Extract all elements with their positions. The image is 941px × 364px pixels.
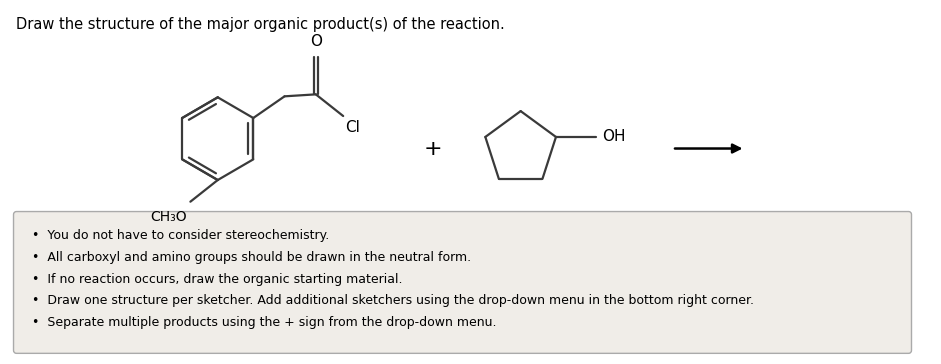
Text: •  Separate multiple products using the + sign from the drop-down menu.: • Separate multiple products using the +… bbox=[32, 316, 497, 329]
Text: Draw the structure of the major organic product(s) of the reaction.: Draw the structure of the major organic … bbox=[16, 17, 505, 32]
FancyBboxPatch shape bbox=[13, 211, 912, 353]
Text: •  Draw one structure per sketcher. Add additional sketchers using the drop-down: • Draw one structure per sketcher. Add a… bbox=[32, 294, 754, 307]
Text: •  If no reaction occurs, draw the organic starting material.: • If no reaction occurs, draw the organi… bbox=[32, 273, 403, 286]
Text: O: O bbox=[310, 34, 322, 49]
Text: +: + bbox=[423, 139, 442, 158]
Text: •  All carboxyl and amino groups should be drawn in the neutral form.: • All carboxyl and amino groups should b… bbox=[32, 251, 471, 264]
Text: OH: OH bbox=[602, 130, 626, 145]
Text: •  You do not have to consider stereochemistry.: • You do not have to consider stereochem… bbox=[32, 229, 329, 242]
Text: Cl: Cl bbox=[345, 120, 360, 135]
Text: CH₃O: CH₃O bbox=[150, 210, 186, 223]
